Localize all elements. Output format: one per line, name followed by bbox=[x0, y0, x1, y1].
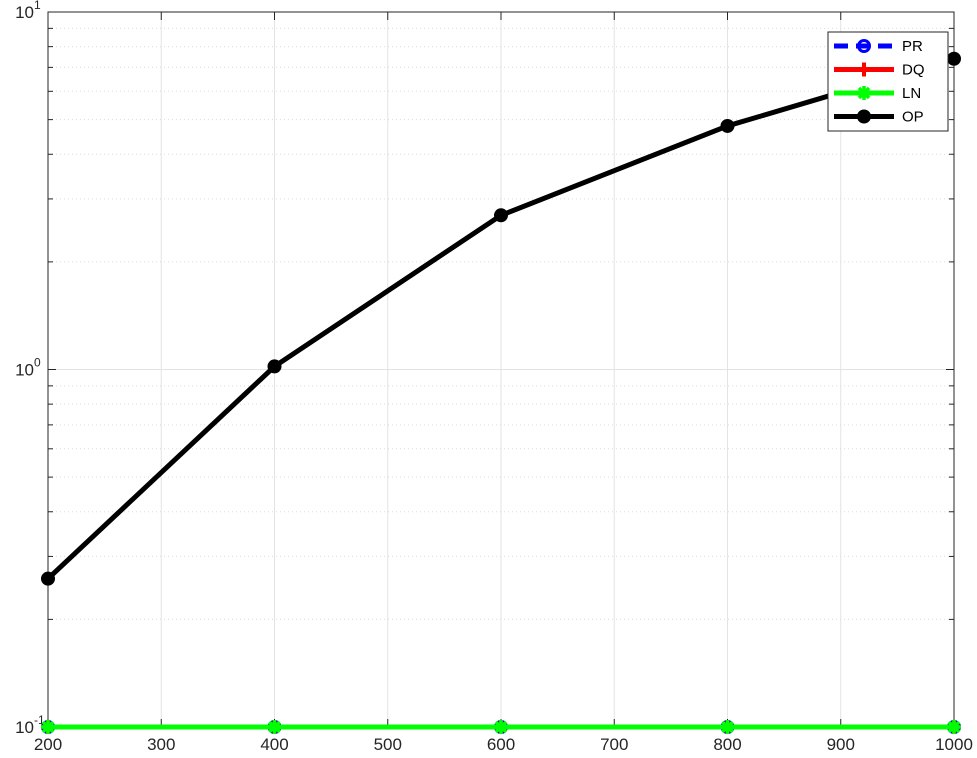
y-tick-exponent: 0 bbox=[34, 356, 41, 370]
data-point bbox=[947, 720, 961, 734]
data-point bbox=[857, 86, 871, 100]
x-tick-label: 700 bbox=[600, 735, 628, 754]
x-tick-label: 800 bbox=[713, 735, 741, 754]
data-point bbox=[947, 51, 961, 66]
legend-item-op: OP bbox=[834, 109, 924, 126]
y-tick-label: 10 bbox=[15, 3, 34, 22]
data-point bbox=[720, 720, 735, 734]
x-tick-label: 1000 bbox=[935, 735, 973, 754]
y-tick-exponent: -1 bbox=[34, 713, 45, 727]
legend: PR DQ LN OP bbox=[827, 31, 949, 132]
data-point bbox=[494, 208, 508, 223]
data-point bbox=[857, 62, 871, 77]
legend-label: LN bbox=[902, 85, 921, 102]
data-point bbox=[720, 118, 735, 133]
y-tick-label: 10 bbox=[15, 361, 34, 380]
series-layer bbox=[41, 51, 961, 734]
data-point bbox=[41, 571, 55, 586]
legend-item-dq: DQ bbox=[834, 62, 925, 79]
series-op bbox=[41, 51, 961, 586]
series-ln bbox=[41, 720, 961, 734]
y-tick-exponent: 1 bbox=[34, 0, 41, 12]
x-tick-label: 600 bbox=[487, 735, 515, 754]
data-point bbox=[41, 720, 55, 734]
data-point bbox=[267, 720, 282, 734]
legend-item-ln: LN bbox=[834, 85, 921, 102]
data-point bbox=[494, 720, 508, 734]
x-tick-label: 300 bbox=[147, 735, 175, 754]
data-point bbox=[267, 359, 282, 374]
x-tick-label: 400 bbox=[260, 735, 288, 754]
x-tick-label: 900 bbox=[827, 735, 855, 754]
legend-label: OP bbox=[902, 109, 924, 126]
legend-item-pr: PR bbox=[834, 38, 923, 55]
x-tick-label: 200 bbox=[34, 735, 62, 754]
x-axis-tick-labels: 200 300 400 500 600 700 800 900 1000 bbox=[34, 735, 973, 754]
data-point bbox=[857, 39, 871, 53]
data-point bbox=[857, 109, 871, 124]
y-tick-label: 10 bbox=[15, 718, 34, 737]
legend-label: PR bbox=[902, 38, 923, 55]
x-tick-label: 500 bbox=[374, 735, 402, 754]
legend-label: DQ bbox=[902, 62, 925, 79]
